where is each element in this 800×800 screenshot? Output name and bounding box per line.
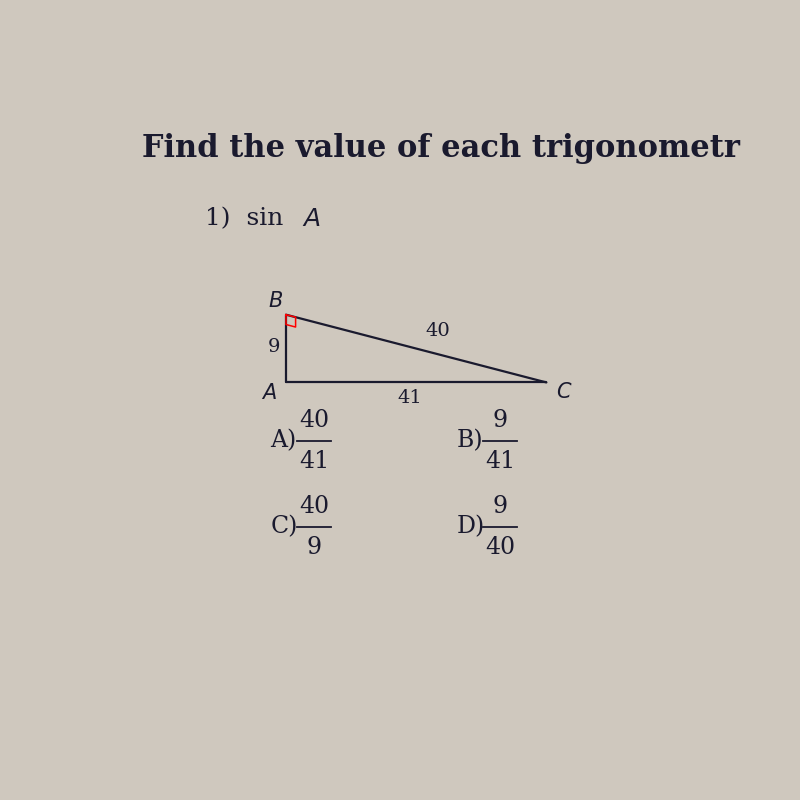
Text: $\mathit{A}$: $\mathit{A}$ [261, 383, 277, 403]
Text: A): A) [270, 430, 297, 453]
Text: 9: 9 [306, 536, 322, 559]
Text: 9: 9 [492, 495, 507, 518]
Text: $\mathit{C}$: $\mathit{C}$ [556, 382, 572, 402]
Text: 40: 40 [299, 495, 329, 518]
Text: 40: 40 [426, 322, 450, 340]
Text: B): B) [457, 430, 483, 453]
Text: 9: 9 [267, 338, 280, 356]
Text: D): D) [457, 516, 485, 538]
Text: 41: 41 [298, 450, 329, 473]
Text: $\mathit{B}$: $\mathit{B}$ [268, 290, 283, 310]
Text: 41: 41 [398, 389, 422, 407]
Text: 40: 40 [485, 536, 515, 559]
Text: Find the value of each trigonometr: Find the value of each trigonometr [142, 133, 740, 164]
Text: 1)  sin: 1) sin [206, 208, 289, 230]
Text: 40: 40 [299, 409, 329, 432]
Text: $A$: $A$ [302, 208, 320, 230]
Text: 9: 9 [492, 409, 507, 432]
Text: C): C) [270, 516, 298, 538]
Text: 41: 41 [485, 450, 515, 473]
